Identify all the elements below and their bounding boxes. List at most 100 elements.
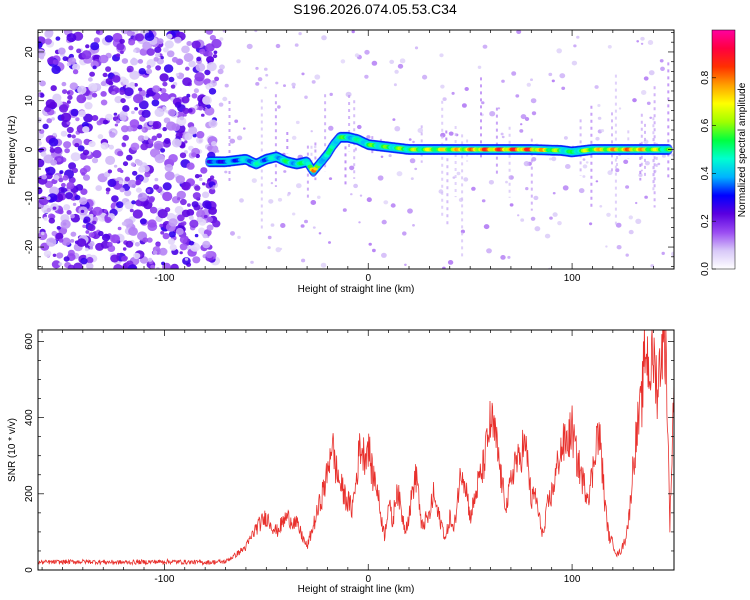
spectrogram-noise-blob <box>102 72 108 78</box>
spectrogram-noise-blob <box>48 137 59 147</box>
spectrogram-noise-blob <box>222 96 228 102</box>
spectrogram-noise-blob <box>189 219 199 228</box>
spectrogram-noise-blob <box>179 236 188 244</box>
spectrogram-ridge-layer <box>205 131 673 177</box>
spectrogram-noise-blob <box>407 208 413 214</box>
spectrogram-noise-blob <box>595 180 599 183</box>
spectrogram-noise-blob <box>392 118 396 121</box>
spectrogram-noise-blob <box>635 201 638 205</box>
spectrogram-noise-blob <box>196 209 206 219</box>
spectrogram-noise-blob <box>162 106 167 110</box>
spectrogram-noise-blob <box>47 193 58 203</box>
spectrogram-noise-blob <box>113 264 123 269</box>
spectrogram-noise-blob <box>107 178 117 188</box>
spectrogram-noise-blob <box>557 221 562 226</box>
spectrogram-noise-blob <box>80 209 85 213</box>
spectrogram-noise-blob <box>116 43 125 51</box>
spectrogram-noise-blob <box>203 214 208 219</box>
spectrogram-noise-blob <box>312 226 316 229</box>
spectrogram-noise-blob <box>201 113 205 117</box>
spectrogram-noise-blob <box>60 112 72 123</box>
spectrogram-noise-blob <box>520 218 525 222</box>
spectrogram-noise-blob <box>152 121 162 129</box>
snr-plot-area <box>38 330 674 570</box>
colorbar-ticks: 0.0 0.2 0.4 0.6 0.8 <box>700 70 716 276</box>
spectrogram-noise-blob <box>117 226 122 231</box>
spectrogram-noise-blob <box>328 125 334 131</box>
spectrogram-noise-blob <box>116 201 124 209</box>
spectrogram-noise-blob <box>519 129 524 133</box>
colorbar-tick-label: 0.4 <box>700 166 711 180</box>
spectrogram-noise-blob <box>291 135 297 140</box>
spectrogram-noise-blob <box>147 219 157 228</box>
snr-y-tick-label: 0 <box>24 567 35 573</box>
spectrogram-noise-blob <box>108 144 114 150</box>
snr-panel: -100 0 100 0 200 400 600 Height of straight l… <box>7 329 675 595</box>
spectrogram-noise-blob <box>380 155 384 158</box>
spectrogram-noise-blob <box>133 94 144 104</box>
spectrogram-noise-blob <box>164 40 174 49</box>
spectrogram-y-axis-label: Frequency (Hz) <box>7 116 18 185</box>
spectrogram-noise-blob <box>121 125 129 133</box>
spectrogram-noise-blob <box>82 224 87 228</box>
spectrogram-noise-blob <box>38 158 45 168</box>
spectrogram-noise-blob <box>52 206 57 210</box>
spectrogram-noise-blob <box>57 157 62 162</box>
spectrogram-noise-blob <box>277 105 281 109</box>
spectrogram-noise-blob <box>448 131 454 136</box>
spectrogram-noise-blob <box>48 217 55 224</box>
spectrogram-noise-blob <box>105 155 116 165</box>
spectrogram-noise-blob <box>105 78 113 85</box>
spectrogram-noise-blob <box>530 78 533 81</box>
spectrogram-y-tick-label: -10 <box>24 191 35 206</box>
spectrogram-noise-blob <box>350 193 353 196</box>
spectrogram-noise-blob <box>152 250 158 255</box>
spectrogram-noise-blob <box>186 93 191 98</box>
spectrogram-noise-blob <box>264 67 268 71</box>
spectrogram-noise-blob <box>121 255 128 262</box>
spectrogram-noise-blob <box>192 192 201 200</box>
spectrogram-noise-blob <box>351 30 355 34</box>
spectrogram-noise-blob <box>310 130 313 133</box>
spectrogram-noise-blob <box>100 142 109 150</box>
spectrogram-noise-blob <box>114 123 119 127</box>
spectrogram-noise-blob <box>157 209 168 219</box>
spectrogram-noise-blob <box>640 36 645 41</box>
spectrogram-noise-blob <box>606 212 611 217</box>
snr-y-axis-label: SNR (10 * v/v) <box>7 418 18 482</box>
spectrogram-noise-blob <box>354 53 360 58</box>
spectrogram-noise-blob <box>300 224 305 228</box>
spectrogram-noise-blob <box>76 48 82 54</box>
snr-x-tick-label: 100 <box>564 574 581 585</box>
spectrogram-noise-blob <box>184 257 189 261</box>
spectrogram-noise-blob <box>524 117 530 121</box>
spectrogram-noise-blob <box>124 176 130 182</box>
spectrogram-noise-blob <box>135 181 141 186</box>
spectrogram-noise-blob <box>201 191 210 199</box>
spectrogram-noise-blob <box>199 48 206 55</box>
spectrogram-noise-blob <box>597 104 601 107</box>
spectrogram-noise-blob <box>100 91 107 97</box>
spectrogram-noise-blob <box>151 135 158 141</box>
spectrogram-noise-blob <box>170 263 179 269</box>
spectrogram-noise-blob <box>530 98 537 104</box>
spectrogram-noise-blob <box>155 65 162 71</box>
spectrogram-noise-blob <box>58 238 64 243</box>
spectrogram-noise-blob <box>150 264 156 269</box>
spectrogram-noise-blob <box>38 41 43 49</box>
spectrogram-noise-blob <box>486 248 492 254</box>
spectrogram-noise-blob <box>661 251 665 255</box>
spectrogram-noise-blob <box>49 186 60 196</box>
spectrogram-noise-blob <box>153 140 164 151</box>
spectrogram-noise-blob <box>196 131 205 139</box>
spectrogram-noise-blob <box>140 143 149 151</box>
spectrogram-noise-blob <box>135 187 142 193</box>
spectrogram-noise-blob <box>63 256 70 262</box>
spectrogram-noise-blob <box>59 170 64 174</box>
spectrogram-noise-blob <box>127 264 138 269</box>
spectrogram-noise-blob <box>110 254 119 263</box>
spectrogram-noise-blob <box>124 189 132 197</box>
spectrogram-noise-blob <box>122 105 130 112</box>
spectrogram-noise-blob <box>70 152 81 162</box>
spectrogram-noise-blob <box>585 161 589 164</box>
